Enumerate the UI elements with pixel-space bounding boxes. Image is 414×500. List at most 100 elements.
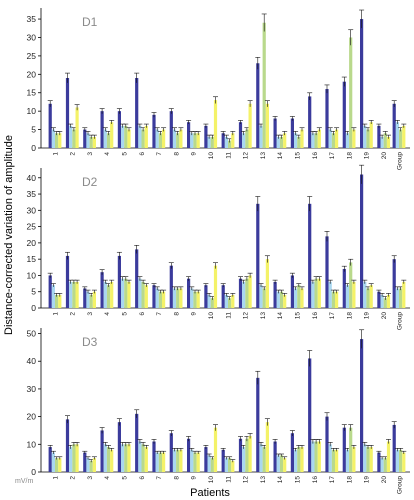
bar-d3-1-s2 xyxy=(51,452,55,472)
bar-d3-6-s4 xyxy=(144,447,148,472)
bar-d3-12-s2 xyxy=(242,447,246,472)
bar-d3-1-s4 xyxy=(58,458,62,472)
y-tick-label: 50 xyxy=(27,329,37,339)
bar-d1-5-s4 xyxy=(127,129,131,148)
bar-d2-5-s2 xyxy=(121,278,125,308)
bar-d2-3-s3 xyxy=(89,294,93,308)
bar-d2-11-s4 xyxy=(231,294,235,308)
x-tick-label: 9 xyxy=(191,476,198,480)
x-tick-label: 18 xyxy=(346,476,353,484)
bar-d3-5-s4 xyxy=(127,444,131,472)
bar-d3-7-s3 xyxy=(158,452,162,472)
bar-d1-12-s4 xyxy=(248,103,252,148)
y-tick-label: 10 xyxy=(27,106,37,116)
bar-d2-10-s4 xyxy=(213,265,218,308)
x-tick-label: 6 xyxy=(139,476,146,480)
bar-d2-2-s3 xyxy=(72,281,76,308)
bar-d2-Group-s3 xyxy=(399,288,403,308)
bar-d3-19-s3 xyxy=(366,447,370,472)
bar-d3-16-s1 xyxy=(308,358,312,472)
x-tick-label: 17 xyxy=(329,312,336,320)
bar-d1-2-s4 xyxy=(75,107,79,148)
bar-d2-11-s3 xyxy=(228,298,232,308)
bar-d2-3-s2 xyxy=(86,291,90,308)
bar-d3-18-s4 xyxy=(352,447,356,472)
x-tick-label: 16 xyxy=(312,152,319,160)
bar-d2-19-s1 xyxy=(360,174,364,308)
bar-d1-4-s1 xyxy=(100,111,104,148)
bar-d1-8-s3 xyxy=(176,133,180,148)
bar-d1-5-s2 xyxy=(121,125,125,148)
bar-d2-18-s4 xyxy=(352,281,356,308)
bar-d1-19-s1 xyxy=(360,19,364,149)
bar-d1-19-s3 xyxy=(366,129,370,148)
bar-d2-12-s3 xyxy=(245,278,249,308)
bar-d3-18-s2 xyxy=(345,449,350,472)
bar-d1-8-s1 xyxy=(169,111,173,148)
bar-d1-11-s3 xyxy=(228,140,232,148)
bar-d1-20-s1 xyxy=(377,125,381,148)
bar-d2-9-s1 xyxy=(187,278,191,308)
y-tick-label: 40 xyxy=(27,356,37,366)
bar-d2-6-s4 xyxy=(144,285,148,308)
bar-d3-Group-s2 xyxy=(395,449,399,472)
bar-d2-3-s4 xyxy=(92,291,96,308)
x-tick-label: 2 xyxy=(70,312,77,316)
bar-d3-10-s3 xyxy=(210,458,214,472)
bar-d1-15-s3 xyxy=(297,136,301,148)
bar-d3-6-s1 xyxy=(135,413,139,472)
bar-d2-13-s3 xyxy=(262,288,266,308)
bar-d3-4-s3 xyxy=(106,447,111,472)
panel-title: D3 xyxy=(82,335,98,349)
x-tick-label: 12 xyxy=(243,312,250,320)
bar-d1-5-s1 xyxy=(117,111,121,148)
panel-title: D1 xyxy=(82,15,98,29)
bar-d3-9-s2 xyxy=(190,449,194,472)
bar-d3-3-s3 xyxy=(89,460,93,472)
bar-d3-Group-s4 xyxy=(402,452,406,472)
bar-d1-17-s1 xyxy=(325,89,329,148)
bar-d2-14-s1 xyxy=(273,281,277,308)
bar-d3-17-s1 xyxy=(325,416,329,472)
bar-d3-10-s2 xyxy=(207,455,211,472)
bar-d1-2-s2 xyxy=(69,125,73,148)
x-tick-label: 4 xyxy=(104,312,111,316)
bar-d1-9-s4 xyxy=(196,133,200,148)
bar-d3-16-s3 xyxy=(314,441,318,472)
bar-d3-15-s4 xyxy=(300,447,304,472)
bar-d3-12-s3 xyxy=(245,438,249,472)
bar-d2-7-s3 xyxy=(158,291,162,308)
y-tick-label: 0 xyxy=(31,143,36,153)
x-tick-label: Group xyxy=(396,476,403,494)
bar-d3-17-s4 xyxy=(335,449,339,472)
x-tick-label: 8 xyxy=(173,476,180,480)
x-tick-label: 2 xyxy=(70,476,77,480)
bar-d2-14-s2 xyxy=(276,291,280,308)
bar-d2-10-s3 xyxy=(210,298,214,308)
bar-d1-18-s2 xyxy=(345,133,350,148)
bar-d3-Group-s1 xyxy=(392,424,396,472)
x-tick-label: 8 xyxy=(173,152,180,156)
x-tick-label: 14 xyxy=(277,312,284,320)
bar-d1-Group-s2 xyxy=(395,122,399,148)
bar-d1-15-s4 xyxy=(300,129,304,148)
x-tick-label: 20 xyxy=(381,152,388,160)
bar-d2-1-s1 xyxy=(48,275,52,308)
bar-d3-17-s2 xyxy=(328,444,332,472)
bar-d3-10-s4 xyxy=(213,427,218,472)
y-tick-label: 5 xyxy=(31,287,36,297)
bar-d1-6-s2 xyxy=(138,125,142,148)
x-tick-label: 14 xyxy=(277,476,284,484)
bar-d3-15-s2 xyxy=(294,449,298,472)
bar-d2-16-s1 xyxy=(308,203,312,308)
x-tick-label: 2 xyxy=(70,152,77,156)
bar-d1-10-s3 xyxy=(210,136,214,148)
bar-d1-18-s1 xyxy=(342,81,346,148)
bar-d2-12-s4 xyxy=(248,275,252,308)
bar-d3-11-s2 xyxy=(224,458,228,472)
bar-d2-14-s3 xyxy=(279,291,284,308)
x-tick-label: 1 xyxy=(52,152,59,156)
bar-d3-7-s2 xyxy=(155,452,159,472)
